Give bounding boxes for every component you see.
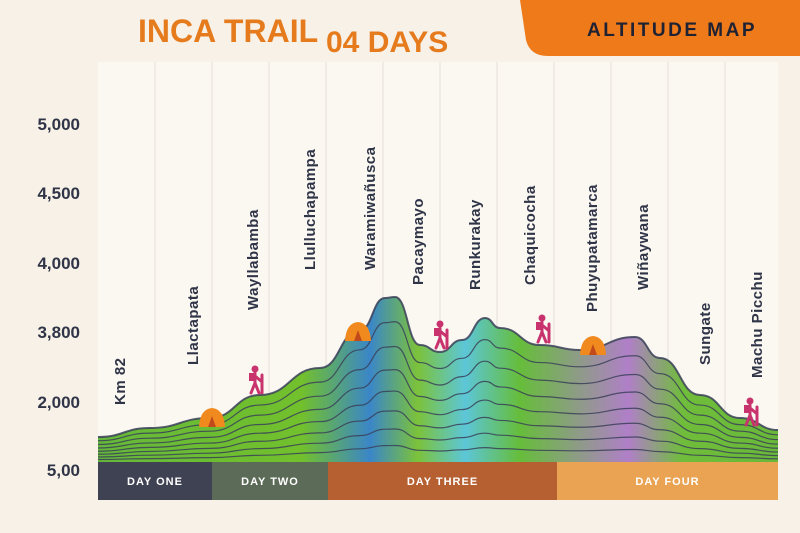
hiker-body — [744, 403, 759, 427]
altitude-label: 5,00 — [47, 461, 80, 480]
waypoint-label: Chaquicocha — [522, 185, 539, 285]
waypoint-label: Llactapata — [185, 286, 202, 365]
altitude-label: 2,000 — [37, 393, 80, 412]
altitude-label: 4,000 — [37, 254, 80, 273]
contour-line — [97, 368, 779, 449]
hiker-pack — [434, 328, 439, 336]
contour-line — [97, 295, 779, 438]
day-label: DAY FOUR — [635, 476, 699, 488]
waypoint-label: Llulluchapampa — [302, 149, 319, 270]
hiker-pack — [744, 405, 749, 413]
day-label: DAY THREE — [407, 476, 478, 488]
hiker-pack — [536, 322, 541, 330]
waypoint-label: Km 82 — [112, 357, 129, 405]
waypoint-label: Waramiwañusca — [362, 146, 379, 270]
tent-door — [354, 330, 362, 341]
day-segment — [557, 462, 778, 500]
contour-line — [97, 390, 779, 452]
hiker-head — [538, 314, 546, 322]
day-segment — [328, 462, 557, 500]
waypoint-label: Phuyupatamarca — [584, 184, 601, 312]
badge-bg — [520, 0, 800, 56]
contour-line — [97, 321, 779, 442]
badge-text: ALTITUDE MAP — [587, 20, 757, 41]
mountain — [98, 297, 778, 462]
hiker-head — [746, 397, 754, 405]
contour-line — [97, 410, 779, 455]
hiker-pack — [249, 373, 254, 381]
day-label: DAY ONE — [127, 476, 183, 488]
waypoint-label: Runkurakay — [467, 199, 484, 290]
hiker-head — [436, 320, 444, 328]
title: INCA TRAIL — [138, 13, 318, 49]
day-segment — [212, 462, 328, 500]
altitude-label: 5,000 — [37, 115, 80, 134]
tent-door — [208, 416, 216, 427]
altitude-label: 4,500 — [37, 184, 80, 203]
waypoint-label: Wiñaywana — [635, 204, 652, 290]
hiker-body — [434, 326, 449, 350]
tent-door — [589, 344, 597, 355]
waypoint-label: Pacaymayo — [410, 198, 427, 285]
waypoint-label: Machu Picchu — [749, 271, 766, 378]
contour-line — [97, 428, 779, 458]
hiker-body — [536, 320, 551, 344]
hiker-head — [251, 365, 259, 373]
altitude-label: 3,800 — [37, 323, 80, 342]
day-segment — [98, 462, 212, 500]
waypoint-label: Sungate — [697, 302, 714, 365]
day-label: DAY TWO — [241, 476, 299, 488]
contour-line — [97, 444, 779, 461]
hiker-body — [249, 371, 264, 395]
contour-line — [97, 345, 779, 446]
subtitle: 04 DAYS — [326, 26, 448, 59]
waypoint-label: Wayllabamba — [245, 209, 262, 310]
